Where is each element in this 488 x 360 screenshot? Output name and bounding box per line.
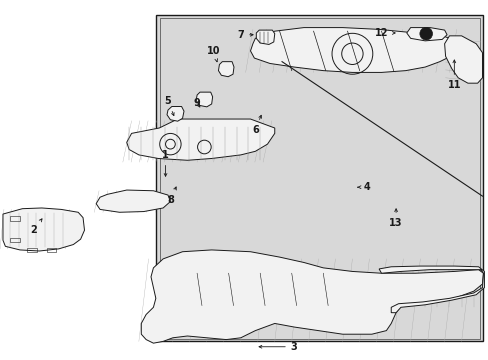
- Text: 13: 13: [388, 209, 402, 228]
- Text: 9: 9: [193, 98, 200, 108]
- Polygon shape: [3, 208, 84, 251]
- Text: 2: 2: [30, 219, 42, 235]
- Polygon shape: [196, 92, 212, 107]
- Polygon shape: [167, 107, 183, 121]
- Ellipse shape: [419, 27, 431, 40]
- Text: 10: 10: [207, 46, 221, 62]
- Bar: [27, 248, 37, 252]
- Bar: [10, 216, 20, 221]
- Polygon shape: [218, 62, 234, 77]
- Polygon shape: [406, 28, 446, 41]
- Bar: [10, 238, 20, 242]
- Polygon shape: [250, 28, 461, 72]
- Text: 7: 7: [237, 30, 253, 40]
- Polygon shape: [444, 36, 482, 83]
- Text: 5: 5: [164, 96, 174, 116]
- Text: 6: 6: [251, 115, 261, 135]
- Polygon shape: [126, 119, 274, 160]
- Text: 12: 12: [374, 28, 394, 38]
- Text: 1: 1: [162, 150, 168, 176]
- Text: 11: 11: [447, 60, 460, 90]
- Text: 4: 4: [357, 182, 369, 192]
- Bar: [160, 18, 479, 338]
- Polygon shape: [378, 266, 484, 313]
- Polygon shape: [141, 250, 483, 343]
- Bar: [156, 15, 483, 341]
- Text: 3: 3: [259, 342, 297, 352]
- Polygon shape: [96, 190, 170, 212]
- Text: 8: 8: [166, 187, 176, 205]
- Bar: [46, 248, 56, 252]
- Polygon shape: [256, 30, 274, 44]
